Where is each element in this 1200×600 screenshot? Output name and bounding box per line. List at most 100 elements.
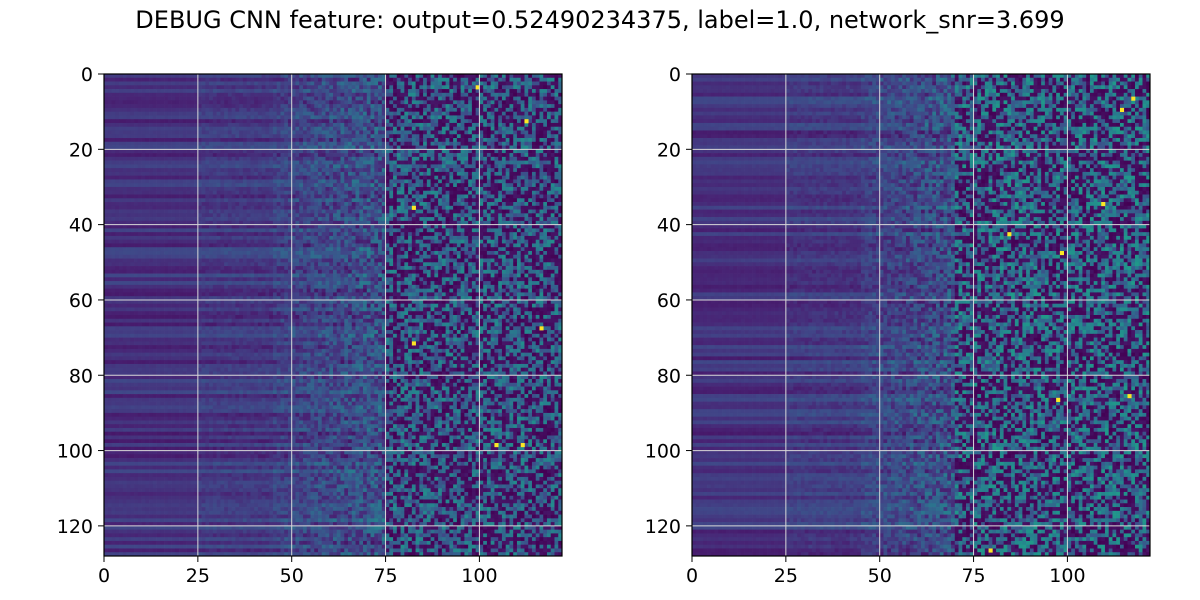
heatmap-cell bbox=[287, 107, 293, 113]
heatmap-cell bbox=[393, 164, 398, 169]
heatmap-cell bbox=[314, 100, 319, 105]
heatmap-cell bbox=[156, 130, 161, 135]
heatmap-cell bbox=[486, 213, 492, 218]
heatmap-cell bbox=[224, 89, 229, 94]
heatmap-cell bbox=[498, 141, 503, 146]
heatmap-cell bbox=[423, 224, 428, 229]
heatmap-cell bbox=[134, 85, 139, 90]
heatmap-cell bbox=[348, 149, 353, 154]
heatmap-cell bbox=[550, 217, 555, 222]
heatmap-cell bbox=[186, 217, 191, 222]
heatmap-cell bbox=[250, 149, 255, 154]
heatmap-cell bbox=[408, 168, 413, 173]
heatmap-cell bbox=[167, 202, 172, 207]
heatmap-cell bbox=[381, 107, 386, 113]
heatmap-cell bbox=[404, 224, 409, 229]
heatmap-cell bbox=[186, 141, 191, 146]
heatmap-cell bbox=[419, 220, 424, 225]
heatmap-cell bbox=[107, 77, 112, 82]
heatmap-cell bbox=[265, 89, 270, 94]
heatmap-cell bbox=[558, 111, 563, 116]
heatmap-cell bbox=[276, 134, 281, 139]
heatmap-cell bbox=[197, 81, 202, 86]
heatmap-cell bbox=[137, 126, 142, 131]
heatmap-cell bbox=[250, 175, 255, 180]
heatmap-cell bbox=[449, 175, 454, 180]
heatmap-cell bbox=[408, 183, 413, 188]
heatmap-cell bbox=[179, 224, 184, 229]
heatmap-cell bbox=[310, 171, 315, 177]
heatmap-cell bbox=[164, 115, 169, 120]
heatmap-cell bbox=[257, 115, 263, 120]
heatmap-cell bbox=[235, 175, 240, 180]
heatmap-cell bbox=[351, 119, 356, 124]
heatmap-cell bbox=[224, 198, 229, 203]
heatmap-cell bbox=[348, 209, 353, 214]
heatmap-cell bbox=[235, 183, 240, 188]
heatmap-cell bbox=[468, 156, 473, 161]
heatmap-cell bbox=[257, 171, 263, 177]
heatmap-cell bbox=[239, 202, 244, 207]
heatmap-cell bbox=[513, 100, 518, 105]
heatmap-cell bbox=[546, 175, 552, 180]
heatmap-cell bbox=[325, 138, 330, 143]
heatmap-cell bbox=[182, 100, 187, 105]
heatmap-cell bbox=[205, 141, 210, 146]
heatmap-cell bbox=[453, 149, 458, 154]
heatmap-cell bbox=[535, 175, 540, 180]
heatmap-cell bbox=[321, 130, 326, 135]
heatmap-cell bbox=[434, 89, 439, 94]
heatmap-cell bbox=[408, 130, 413, 135]
heatmap-cell bbox=[122, 220, 127, 225]
figure-title: DEBUG CNN feature: output=0.52490234375,… bbox=[0, 6, 1200, 34]
heatmap-cell bbox=[254, 85, 259, 90]
heatmap-cell bbox=[291, 171, 296, 177]
heatmap-cell bbox=[179, 104, 184, 109]
heatmap-cell bbox=[299, 141, 304, 146]
heatmap-cell bbox=[393, 107, 398, 113]
heatmap-cell bbox=[389, 145, 394, 150]
heatmap-cell bbox=[404, 183, 409, 188]
heatmap-cell bbox=[355, 119, 360, 124]
heatmap-cell bbox=[321, 202, 326, 207]
heatmap-cell bbox=[254, 107, 259, 113]
heatmap-cell bbox=[141, 160, 146, 165]
heatmap-cell bbox=[449, 164, 454, 169]
heatmap-cell bbox=[400, 149, 405, 154]
heatmap-cell bbox=[209, 92, 214, 97]
heatmap-cell bbox=[483, 81, 488, 86]
heatmap-cell bbox=[423, 100, 428, 105]
heatmap-cell bbox=[209, 134, 214, 139]
heatmap-cell bbox=[423, 89, 428, 94]
heatmap-cell bbox=[254, 194, 259, 199]
heatmap-cell bbox=[464, 190, 469, 195]
heatmap-cell bbox=[291, 122, 296, 128]
heatmap-cell bbox=[152, 89, 157, 94]
heatmap-cell bbox=[126, 100, 131, 105]
heatmap-cell bbox=[152, 96, 157, 101]
heatmap-cell bbox=[453, 190, 458, 195]
heatmap-cell bbox=[306, 141, 311, 146]
heatmap-cell bbox=[141, 183, 146, 188]
heatmap-cell bbox=[115, 149, 120, 154]
heatmap-cell bbox=[314, 134, 319, 139]
heatmap-cell bbox=[175, 81, 180, 86]
heatmap-cell bbox=[336, 89, 341, 94]
heatmap-cell bbox=[524, 160, 529, 165]
heatmap-cell bbox=[325, 190, 330, 195]
heatmap-cell bbox=[272, 168, 278, 173]
heatmap-cell bbox=[182, 74, 187, 79]
heatmap-cell bbox=[509, 100, 514, 105]
heatmap-cell bbox=[134, 145, 139, 150]
heatmap-cell bbox=[325, 156, 330, 161]
heatmap-cell bbox=[449, 183, 454, 188]
heatmap-cell bbox=[408, 217, 413, 222]
heatmap-cell bbox=[111, 141, 116, 146]
heatmap-cell bbox=[231, 111, 236, 116]
heatmap-cell bbox=[539, 107, 544, 113]
heatmap-cell bbox=[171, 107, 176, 113]
heatmap-cell bbox=[415, 209, 420, 214]
heatmap-cell bbox=[160, 202, 165, 207]
heatmap-cell bbox=[498, 149, 503, 154]
heatmap-cell bbox=[411, 89, 416, 94]
